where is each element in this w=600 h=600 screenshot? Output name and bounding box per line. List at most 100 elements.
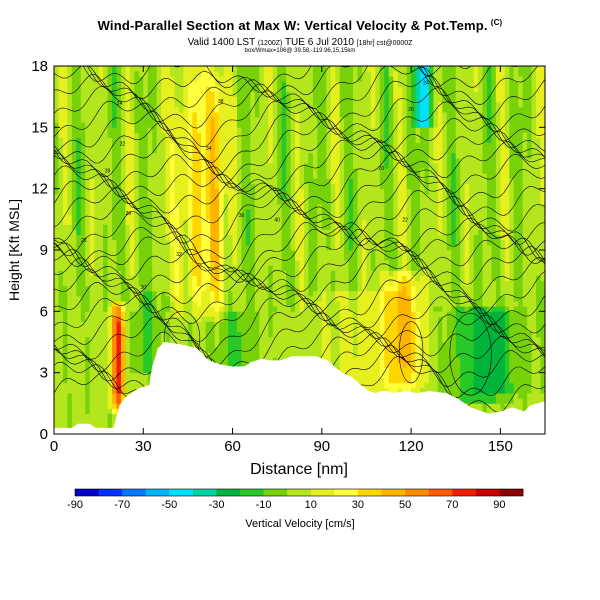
field-cell bbox=[241, 193, 247, 200]
field-cell bbox=[80, 275, 86, 282]
field-cell bbox=[290, 255, 296, 261]
field-cell bbox=[152, 209, 158, 215]
field-cell bbox=[272, 224, 278, 230]
field-cell bbox=[299, 106, 305, 113]
field-cell bbox=[156, 147, 162, 154]
field-cell bbox=[120, 137, 126, 144]
field-cell bbox=[223, 347, 229, 353]
field-cell bbox=[152, 142, 158, 149]
field-cell bbox=[201, 142, 207, 149]
field-cell bbox=[330, 214, 336, 220]
field-cell bbox=[98, 168, 104, 174]
field-cell bbox=[54, 188, 59, 195]
field-cell bbox=[219, 91, 225, 98]
field-cell bbox=[259, 132, 265, 138]
field-cell bbox=[223, 96, 229, 103]
field-cell bbox=[299, 188, 305, 195]
field-cell bbox=[58, 388, 64, 394]
field-cell bbox=[308, 122, 314, 128]
field-cell bbox=[147, 326, 153, 333]
field-cell bbox=[348, 71, 354, 77]
field-cell bbox=[214, 296, 220, 302]
field-cell bbox=[62, 372, 68, 379]
field-cell bbox=[308, 178, 314, 184]
field-cell bbox=[178, 229, 184, 236]
field-cell bbox=[330, 112, 336, 118]
field-cell bbox=[263, 66, 269, 72]
field-cell bbox=[94, 418, 100, 425]
field-cell bbox=[138, 229, 144, 236]
field-cell bbox=[335, 127, 341, 133]
field-cell bbox=[295, 306, 300, 312]
field-cell bbox=[152, 285, 158, 292]
field-cell bbox=[339, 188, 345, 195]
field-cell bbox=[89, 388, 95, 394]
field-cell bbox=[103, 423, 108, 430]
field-cell bbox=[317, 352, 323, 358]
field-cell bbox=[178, 336, 184, 343]
field-cell bbox=[268, 229, 274, 236]
field-cell bbox=[125, 76, 131, 82]
field-cell bbox=[183, 260, 189, 266]
field-cell bbox=[67, 112, 73, 118]
field-cell bbox=[263, 301, 269, 307]
field-cell bbox=[187, 183, 193, 190]
field-cell bbox=[295, 224, 300, 230]
field-cell bbox=[134, 296, 140, 302]
field-cell bbox=[281, 244, 287, 251]
field-cell bbox=[344, 250, 349, 256]
field-cell bbox=[85, 127, 91, 133]
field-cell bbox=[205, 244, 211, 251]
field-cell bbox=[299, 198, 305, 205]
field-cell bbox=[357, 112, 363, 118]
field-cell bbox=[250, 168, 256, 174]
field-cell bbox=[85, 336, 91, 343]
field-cell bbox=[237, 152, 242, 159]
field-cell bbox=[178, 316, 184, 322]
field-cell bbox=[353, 193, 358, 200]
field-cell bbox=[54, 413, 59, 420]
field-cell bbox=[103, 96, 108, 103]
field-cell bbox=[268, 142, 274, 149]
field-cell bbox=[76, 214, 82, 220]
field-cell bbox=[120, 142, 126, 149]
field-cell bbox=[335, 311, 341, 317]
field-cell bbox=[219, 239, 225, 246]
field-cell bbox=[286, 316, 291, 322]
field-cell bbox=[85, 147, 91, 154]
field-cell bbox=[112, 209, 117, 215]
field-cell bbox=[116, 393, 122, 399]
field-cell bbox=[174, 336, 180, 343]
field-cell bbox=[348, 158, 354, 164]
field-cell bbox=[161, 183, 166, 190]
field-cell bbox=[259, 173, 265, 179]
field-cell bbox=[281, 81, 287, 87]
field-cell bbox=[308, 296, 314, 302]
field-cell bbox=[174, 132, 180, 138]
field-cell bbox=[116, 147, 122, 154]
field-cell bbox=[165, 311, 171, 317]
field-cell bbox=[219, 137, 225, 144]
field-cell bbox=[165, 101, 171, 108]
field-cell bbox=[299, 326, 305, 333]
field-cell bbox=[353, 188, 358, 195]
field-cell bbox=[98, 301, 104, 307]
field-cell bbox=[245, 81, 251, 87]
field-cell bbox=[125, 209, 131, 215]
field-cell bbox=[299, 91, 305, 98]
field-cell bbox=[129, 382, 135, 389]
field-cell bbox=[156, 198, 162, 205]
field-cell bbox=[112, 71, 117, 77]
field-cell bbox=[326, 326, 332, 333]
field-cell bbox=[98, 142, 104, 149]
field-cell bbox=[219, 193, 225, 200]
field-cell bbox=[286, 81, 291, 87]
field-cell bbox=[54, 158, 59, 164]
field-cell bbox=[192, 66, 198, 72]
field-cell bbox=[263, 147, 269, 154]
field-cell bbox=[223, 101, 229, 108]
field-cell bbox=[205, 147, 211, 154]
field-cell bbox=[120, 152, 126, 159]
field-cell bbox=[277, 331, 283, 338]
field-cell bbox=[62, 275, 68, 282]
